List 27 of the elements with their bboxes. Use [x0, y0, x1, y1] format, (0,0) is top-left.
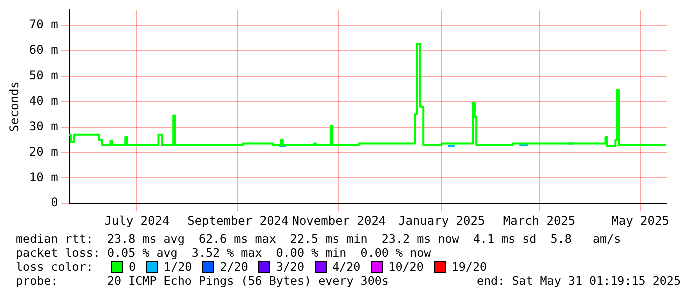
legend-label: 4/20 — [332, 260, 361, 274]
y-tick-label: 50 m — [29, 68, 58, 82]
text: end: Sat May 31 01:19:15 2025 — [476, 274, 681, 288]
text: probe: 20 ICMP Echo Pings (56 Bytes) every 300s — [16, 274, 389, 288]
legend-label: 2/20 — [220, 260, 248, 274]
legend-label: 1/20 — [164, 260, 192, 274]
y-tick-label: 40 m — [29, 94, 58, 108]
y-tick-label: 10 m — [29, 170, 58, 184]
y-tick-label: 20 m — [29, 144, 58, 159]
legend-title: loss color: — [16, 260, 94, 274]
x-tick-label: May 2025 — [612, 214, 670, 228]
legend-label: 3/20 — [276, 260, 305, 274]
text: median rtt: 23.8 ms avg 62.6 ms max 22.5 ms min 23.2 ms now 4.1 ms sd 5.8 am/s — [16, 232, 622, 246]
y-tick-label: 60 m — [29, 43, 58, 58]
x-tick-label: November 2024 — [292, 214, 386, 228]
x-tick-label: July 2024 — [104, 214, 170, 228]
x-tick-label: September 2024 — [188, 214, 289, 228]
legend-label: 10/20 — [388, 260, 424, 274]
x-tick-label: March 2025 — [503, 214, 576, 228]
y-axis-title: Seconds — [7, 82, 22, 132]
y-tick-label: 30 m — [29, 119, 58, 134]
text: packet loss: 0.05 % avg 3.52 % max 0.00 % min 0.00 % now — [16, 246, 432, 260]
legend-label: 0 — [129, 260, 136, 274]
y-tick-label: 0 — [51, 196, 58, 210]
x-tick-label: January 2025 — [398, 214, 486, 228]
y-tick-label: 70 m — [29, 18, 58, 32]
legend-label: 19/20 — [452, 260, 488, 274]
